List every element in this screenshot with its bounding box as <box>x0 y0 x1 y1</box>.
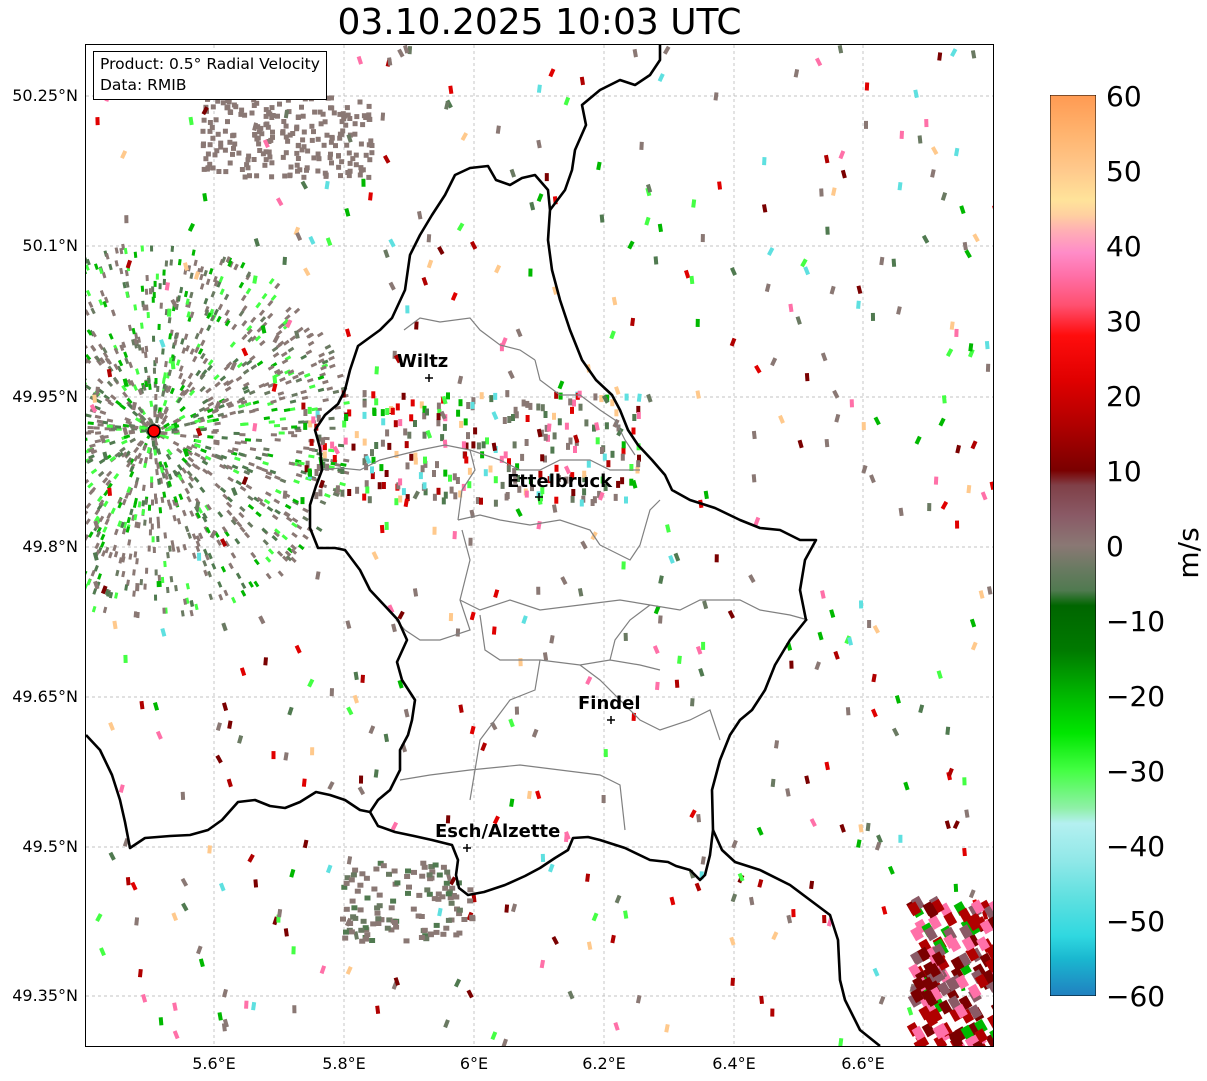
colorbar-tick-label: −20 <box>1106 680 1166 713</box>
lat-tick-label: 49.65°N <box>12 687 78 706</box>
colorbar-tick-label: 40 <box>1106 230 1142 263</box>
city-marker <box>425 374 433 382</box>
lon-tick-label: 5.6°E <box>192 1054 236 1073</box>
lat-tick-label: 49.8°N <box>22 537 78 556</box>
data-source-label: Data: RMIB <box>100 76 187 94</box>
colorbar-tick-label: 0 <box>1106 530 1124 563</box>
product-label: Product: 0.5° Radial Velocity <box>100 55 320 73</box>
product-info-box: Product: 0.5° Radial Velocity Data: RMIB <box>93 51 327 100</box>
city-label-findel: Findel <box>578 693 641 714</box>
lat-tick-label: 49.5°N <box>22 837 78 856</box>
colorbar-tick-label: −10 <box>1106 605 1166 638</box>
colorbar-tick-label: 60 <box>1106 80 1142 113</box>
lon-tick-label: 6.4°E <box>712 1054 756 1073</box>
colorbar-tick-label: 50 <box>1106 155 1142 188</box>
colorbar-tick-label: −30 <box>1106 755 1166 788</box>
colorbar-tick-label: 10 <box>1106 455 1142 488</box>
lon-tick-label: 6°E <box>459 1054 489 1073</box>
map-title: 03.10.2025 10:03 UTC <box>337 2 742 43</box>
city-marker <box>607 716 615 724</box>
city-label-esch: Esch/Alzette <box>435 821 561 842</box>
lat-tick-label: 50.1°N <box>22 236 78 255</box>
canton-borders <box>319 317 809 831</box>
city-label-ettelbruck: Ettelbruck <box>507 471 613 492</box>
colorbar-tick-label: 30 <box>1106 305 1142 338</box>
lon-tick-label: 6.6°E <box>841 1054 885 1073</box>
colorbar-gradient <box>1050 95 1096 996</box>
lon-tick-label: 5.8°E <box>322 1054 366 1073</box>
radar-map[interactable] <box>85 44 994 1047</box>
lat-tick-label: 49.95°N <box>12 387 78 406</box>
city-marker <box>463 844 471 852</box>
radar-echoes <box>86 45 993 1046</box>
colorbar-unit-label: m/s <box>1171 527 1205 579</box>
city-label-wiltz: Wiltz <box>397 351 449 372</box>
city-markers <box>425 374 615 852</box>
radar-site[interactable] <box>147 424 161 438</box>
city-marker <box>535 493 543 501</box>
colorbar-tick-label: −60 <box>1106 980 1166 1013</box>
national-borders <box>86 45 881 1046</box>
colorbar-tick-label: −50 <box>1106 905 1166 938</box>
graticule-grid <box>86 45 993 1046</box>
lat-tick-label: 49.35°N <box>12 986 78 1005</box>
lat-tick-label: 50.25°N <box>12 86 78 105</box>
colorbar-tick-label: −40 <box>1106 830 1166 863</box>
lon-tick-label: 6.2°E <box>582 1054 626 1073</box>
velocity-colorbar <box>1050 95 1096 996</box>
colorbar-tick-label: 20 <box>1106 380 1142 413</box>
